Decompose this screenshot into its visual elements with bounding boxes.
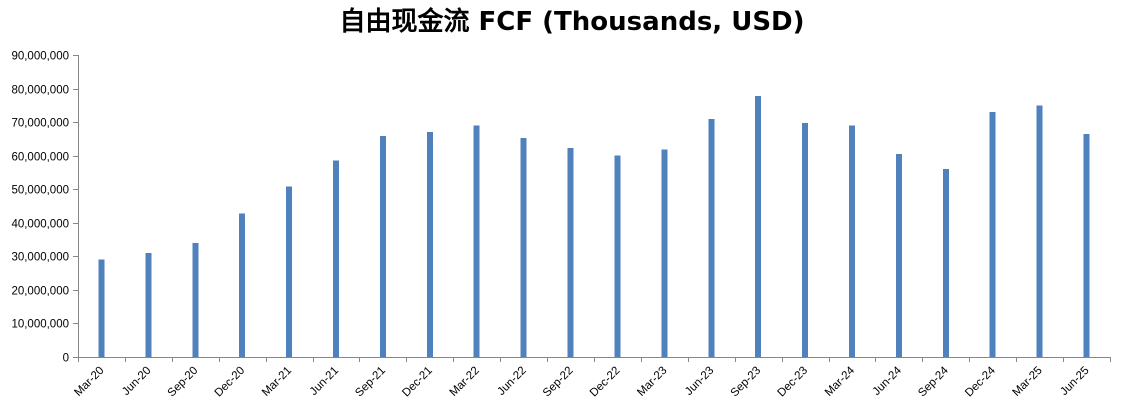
y-tick-label: 20,000,000 xyxy=(11,286,69,298)
y-tick-label: 10,000,000 xyxy=(11,319,69,331)
x-tick-label: Jun-24 xyxy=(871,364,905,398)
x-tick-label: Dec-24 xyxy=(963,364,998,399)
chart-title: 自由现金流 FCF (Thousands, USD) xyxy=(339,6,804,37)
bar-sep-22 xyxy=(567,147,574,357)
x-tick-label: Dec-21 xyxy=(400,365,435,400)
x-tick-label: Dec-23 xyxy=(776,365,811,400)
y-tick-label: 80,000,000 xyxy=(11,85,69,97)
y-tick-label: 90,000,000 xyxy=(11,51,69,63)
x-axis: Mar-20 Jun-20 Sep-20 Dec-20 Mar-21 Jun-21 Sep-… xyxy=(72,357,1111,400)
x-tick-label: Mar-23 xyxy=(635,365,669,399)
bar-sep-21 xyxy=(379,136,386,357)
x-tick-label: Mar-20 xyxy=(72,365,106,399)
x-tick-label: Jun-22 xyxy=(495,365,528,398)
x-tick-label: Sep-24 xyxy=(916,364,951,399)
bar-jun-25 xyxy=(1083,133,1090,357)
bar-mar-22 xyxy=(473,125,480,357)
y-tick-label: 50,000,000 xyxy=(11,185,69,197)
bar-sep-24 xyxy=(942,169,949,357)
bar-mar-25 xyxy=(1036,105,1043,357)
y-tick-label: 40,000,000 xyxy=(11,219,69,231)
x-tick-label: Jun-23 xyxy=(683,365,716,398)
bar-dec-22 xyxy=(614,155,621,357)
x-tick-label: Jun-21 xyxy=(308,365,341,398)
x-tick-label: Jun-20 xyxy=(120,365,153,398)
bar-jun-23 xyxy=(708,118,715,357)
bars xyxy=(98,95,1090,358)
y-tick-label: 0 xyxy=(63,353,69,365)
bar-mar-23 xyxy=(661,149,668,357)
bar-sep-20 xyxy=(192,242,199,357)
bar-dec-23 xyxy=(802,123,809,357)
x-tick-label: Mar-21 xyxy=(260,365,294,399)
x-tick-label: Mar-22 xyxy=(448,365,482,399)
x-tick-label: Sep-23 xyxy=(729,365,764,400)
x-tick-label: Mar-25 xyxy=(1011,365,1045,399)
x-tick-label: Sep-20 xyxy=(166,365,201,400)
x-tick-label: Sep-21 xyxy=(353,365,388,400)
bar-mar-20 xyxy=(98,259,105,357)
y-tick-label: 70,000,000 xyxy=(11,118,69,130)
y-tick-label: 30,000,000 xyxy=(11,252,69,264)
bar-jun-24 xyxy=(895,154,902,357)
bar-jun-22 xyxy=(520,138,527,357)
bar-dec-20 xyxy=(239,213,246,357)
bar-mar-24 xyxy=(849,125,855,357)
x-tick-label: Sep-22 xyxy=(541,365,576,400)
y-tick-label: 60,000,000 xyxy=(11,152,69,164)
bar-dec-24 xyxy=(989,112,996,357)
y-axis: 0 10,000,000 20,000,000 30,000,000 40,000,00… xyxy=(11,51,79,365)
x-tick-label: Mar-24 xyxy=(823,364,858,399)
x-tick-label: Dec-22 xyxy=(588,365,623,400)
bar-sep-23 xyxy=(755,95,762,358)
bar-mar-21 xyxy=(286,186,293,357)
bar-jun-20 xyxy=(145,253,152,357)
bar-jun-21 xyxy=(333,160,339,357)
x-tick-label: Dec-20 xyxy=(213,365,248,400)
bar-dec-21 xyxy=(426,132,433,357)
x-tick-label: Jun-25 xyxy=(1058,365,1091,398)
